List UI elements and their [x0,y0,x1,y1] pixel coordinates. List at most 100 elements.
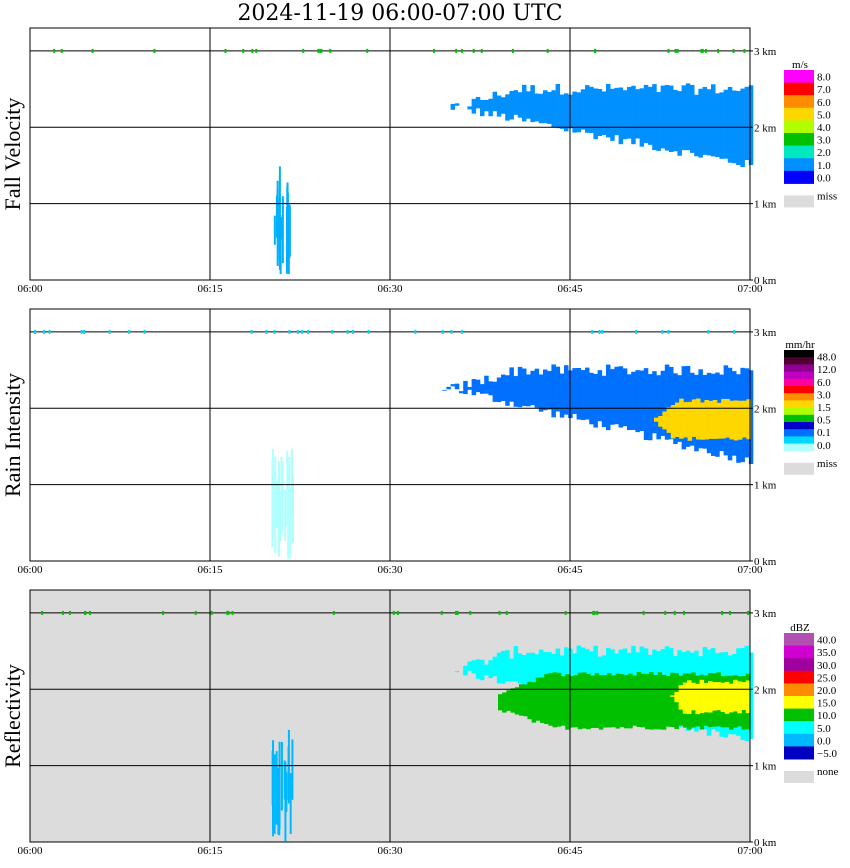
data-speckle [331,329,334,334]
data-layer-column [610,369,615,425]
data-speckle [255,48,258,53]
colorbar-label: 7.0 [817,84,831,96]
data-core-column [552,672,558,728]
data-speckle [231,610,234,615]
data-core-column [544,673,549,725]
data-core-column [670,695,675,697]
data-layer-column [572,91,577,133]
data-layer-column [480,100,485,117]
data-layer-column [543,90,548,124]
data-core-column [683,402,688,438]
data-speckle [306,329,309,334]
data-core-column [498,694,503,711]
y-tick-label: 0 km [754,275,777,287]
data-layer-column [496,377,502,403]
data-layer-column [639,370,645,431]
data-streak-column [281,461,284,531]
data-streak-column [271,448,274,538]
y-tick-label: 0 km [754,837,777,849]
data-speckle [674,48,677,53]
colorbar-swatch [784,364,814,373]
data-layer-column [564,93,569,132]
colorbar-label: 12.0 [817,364,837,376]
data-core-column [687,401,693,441]
data-speckle [224,48,227,53]
data-streak-column [289,773,292,835]
data-streak-column [281,196,284,264]
data-core-column [712,682,717,711]
data-layer-column [496,652,502,684]
colorbar-swatch [784,95,814,109]
data-layer-column [480,384,485,394]
data-streak-column [287,220,290,275]
data-layer-column [748,370,754,465]
data-streak-column [273,754,276,824]
data-core-column [619,674,625,728]
y-tick-label: 1 km [754,480,777,492]
data-layer-column [627,86,632,139]
data-core-column [691,399,697,437]
panel-frame [29,589,751,843]
data-layer-column [698,88,703,158]
data-layer-column [484,375,489,394]
colorbar-label: 5.0 [817,723,831,735]
data-speckle [143,329,146,334]
data-layer-column [652,84,657,151]
data-layer-column [488,98,493,117]
data-layer-column [530,652,535,686]
x-tick-label: 06:45 [557,283,583,295]
data-layer-column [467,387,472,390]
data-streak-column [290,491,293,518]
colorbar-missing-swatch [784,195,814,208]
data-core-column [654,417,659,422]
data-layer-column [673,89,678,152]
data-speckle [732,48,735,53]
data-layer-column [547,370,552,410]
data-layer-column [513,646,519,682]
data-core-column [666,407,672,433]
colorbar-unit: dBZ [790,622,810,634]
data-layer-column [622,368,628,427]
data-layer-column [669,85,674,153]
data-core-column [573,675,579,728]
data-speckle [60,48,63,53]
data-core-column [717,402,722,439]
data-core-column [733,400,739,441]
data-layer-column [681,85,687,151]
data-layer-column [492,91,498,112]
data-core-column [628,673,633,729]
x-tick-label: 06:30 [377,283,403,295]
data-layer-column [727,86,733,163]
data-speckle [704,48,707,53]
data-layer-column [664,84,670,151]
data-speckle [546,48,549,53]
data-speckle [41,610,44,615]
data-streak-column [276,180,279,267]
data-speckle [88,610,91,615]
data-core-column [729,400,735,440]
data-core-column [624,675,629,729]
data-layer-column [446,386,451,390]
data-layer-column [442,389,447,391]
data-core-column [594,673,600,728]
data-layer-column [580,89,586,130]
data-speckle [352,329,355,334]
colorbar-swatch [784,633,814,647]
data-core-column [506,690,511,711]
data-layer-column [656,375,661,440]
data-streak-column [291,448,294,517]
data-speckle [84,610,87,615]
data-layer-column [614,366,619,425]
data-layer-column [526,652,531,691]
data-core-column [662,411,667,430]
data-streak-column [288,206,291,256]
x-tick-label: 06:15 [197,283,223,295]
data-layer-column [585,85,590,133]
data-layer-column [543,652,548,692]
data-speckle [460,48,463,53]
data-layer-column [576,367,582,420]
data-speckle [301,329,304,334]
data-layer-column [480,659,485,681]
data-speckle [194,610,197,615]
